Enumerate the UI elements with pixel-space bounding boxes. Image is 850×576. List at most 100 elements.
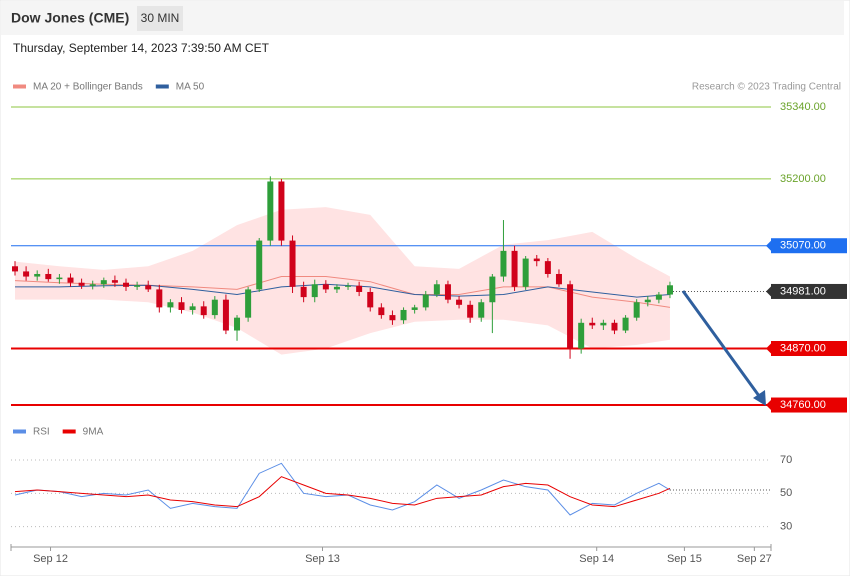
level-label: 34981.00: [780, 285, 826, 297]
candle-body: [422, 294, 429, 308]
level-label: 35340.00: [780, 101, 826, 113]
interval[interactable]: 30 MIN: [141, 11, 180, 25]
title: Dow Jones (CME): [11, 10, 129, 26]
candle-body: [178, 302, 185, 310]
bollinger-band: [14, 207, 670, 355]
candle-body: [633, 302, 640, 318]
candle-body: [533, 258, 540, 262]
candle-body: [123, 282, 130, 287]
candle-body: [189, 306, 196, 310]
candle-body: [367, 291, 374, 308]
candle-body: [500, 250, 507, 277]
legend-label: MA 50: [176, 82, 205, 93]
candle-body: [234, 317, 241, 331]
legend-swatch: [13, 429, 26, 434]
candle-body: [156, 289, 163, 308]
level-label: 35070.00: [780, 240, 826, 252]
candle-body: [411, 307, 418, 310]
interval-button[interactable]: [137, 6, 183, 31]
level-tag: [771, 340, 847, 356]
candle-body: [544, 261, 551, 274]
arrow-head: [753, 390, 766, 406]
legend-swatch: [62, 429, 76, 434]
candle-body: [245, 289, 252, 318]
candle-body: [567, 284, 574, 349]
level-tag: [771, 397, 847, 413]
credit: Research © 2023 Trading Central: [692, 82, 841, 93]
candle-body: [89, 284, 96, 286]
candle-body: [622, 317, 629, 331]
y-tick-label: 70: [780, 454, 792, 466]
rsi-line: [14, 476, 671, 508]
candle-body: [378, 307, 385, 316]
level-tag: [771, 238, 847, 254]
candle-body: [655, 294, 662, 300]
candle-body: [555, 273, 562, 285]
candle-body: [67, 277, 74, 283]
candle-body: [289, 240, 296, 287]
candle-body: [666, 285, 673, 295]
legend-label: MA 20 + Bollinger Bands: [33, 82, 143, 93]
candle-body: [100, 280, 107, 285]
legend-swatch: [155, 84, 169, 89]
candle-body: [11, 266, 18, 272]
level-label: 35200.00: [780, 173, 826, 185]
candle-body: [589, 322, 596, 326]
x-tick-label: Sep 15: [667, 553, 702, 565]
candle-body: [256, 240, 263, 290]
candle-body: [134, 285, 141, 287]
candle-body: [600, 322, 607, 326]
level-label: 34760.00: [780, 399, 826, 411]
candle-body: [300, 286, 307, 298]
candle-body: [267, 181, 274, 241]
level-tag-pointer: [766, 400, 771, 411]
candle-body: [322, 284, 329, 290]
candle-body: [45, 273, 52, 280]
candle-body: [478, 302, 485, 318]
legend-swatch: [13, 84, 26, 89]
candle-body: [489, 276, 496, 303]
x-tick-label: Sep 13: [305, 553, 340, 565]
candle-body: [78, 282, 85, 286]
candle-body: [345, 285, 352, 287]
candle-body: [400, 309, 407, 321]
candle-body: [34, 273, 41, 277]
level-tag-pointer: [766, 240, 771, 251]
candle-body: [278, 181, 285, 241]
y-tick-label: 50: [780, 487, 792, 499]
forecast-arrow: [681, 290, 764, 401]
candle-body: [467, 304, 474, 318]
x-tick-label: Sep 12: [33, 553, 68, 565]
level-tag: [771, 283, 847, 299]
candle-body: [333, 286, 340, 290]
candle-body: [311, 284, 318, 298]
x-tick-label: Sep 14: [579, 553, 614, 565]
y-tick-label: 30: [780, 521, 792, 533]
level-tag-pointer: [766, 343, 771, 354]
candle-body: [145, 285, 152, 290]
timestamp: Thursday, September 14, 2023 7:39:50 AM …: [13, 41, 270, 55]
candle-body: [111, 280, 118, 283]
legend-label: 9MA: [83, 427, 104, 438]
candle-body: [389, 315, 396, 321]
candle-body: [444, 284, 451, 300]
candle-body: [211, 299, 218, 316]
candle-body: [222, 299, 229, 331]
candle-body: [522, 258, 529, 287]
candle-body: [356, 285, 363, 292]
candle-body: [56, 277, 63, 280]
level-tag-pointer: [766, 286, 771, 297]
candle-body: [511, 250, 518, 287]
candle-body: [23, 271, 30, 277]
candle-body: [456, 299, 463, 305]
candle-body: [578, 322, 585, 349]
candle-body: [433, 284, 440, 295]
candle-body: [611, 322, 618, 331]
candle-body: [644, 299, 651, 303]
candle-body: [167, 302, 174, 308]
legend-label: RSI: [33, 427, 50, 438]
level-label: 34870.00: [780, 342, 826, 354]
x-tick-label: Sep 27: [737, 553, 772, 565]
candle-body: [200, 306, 207, 316]
